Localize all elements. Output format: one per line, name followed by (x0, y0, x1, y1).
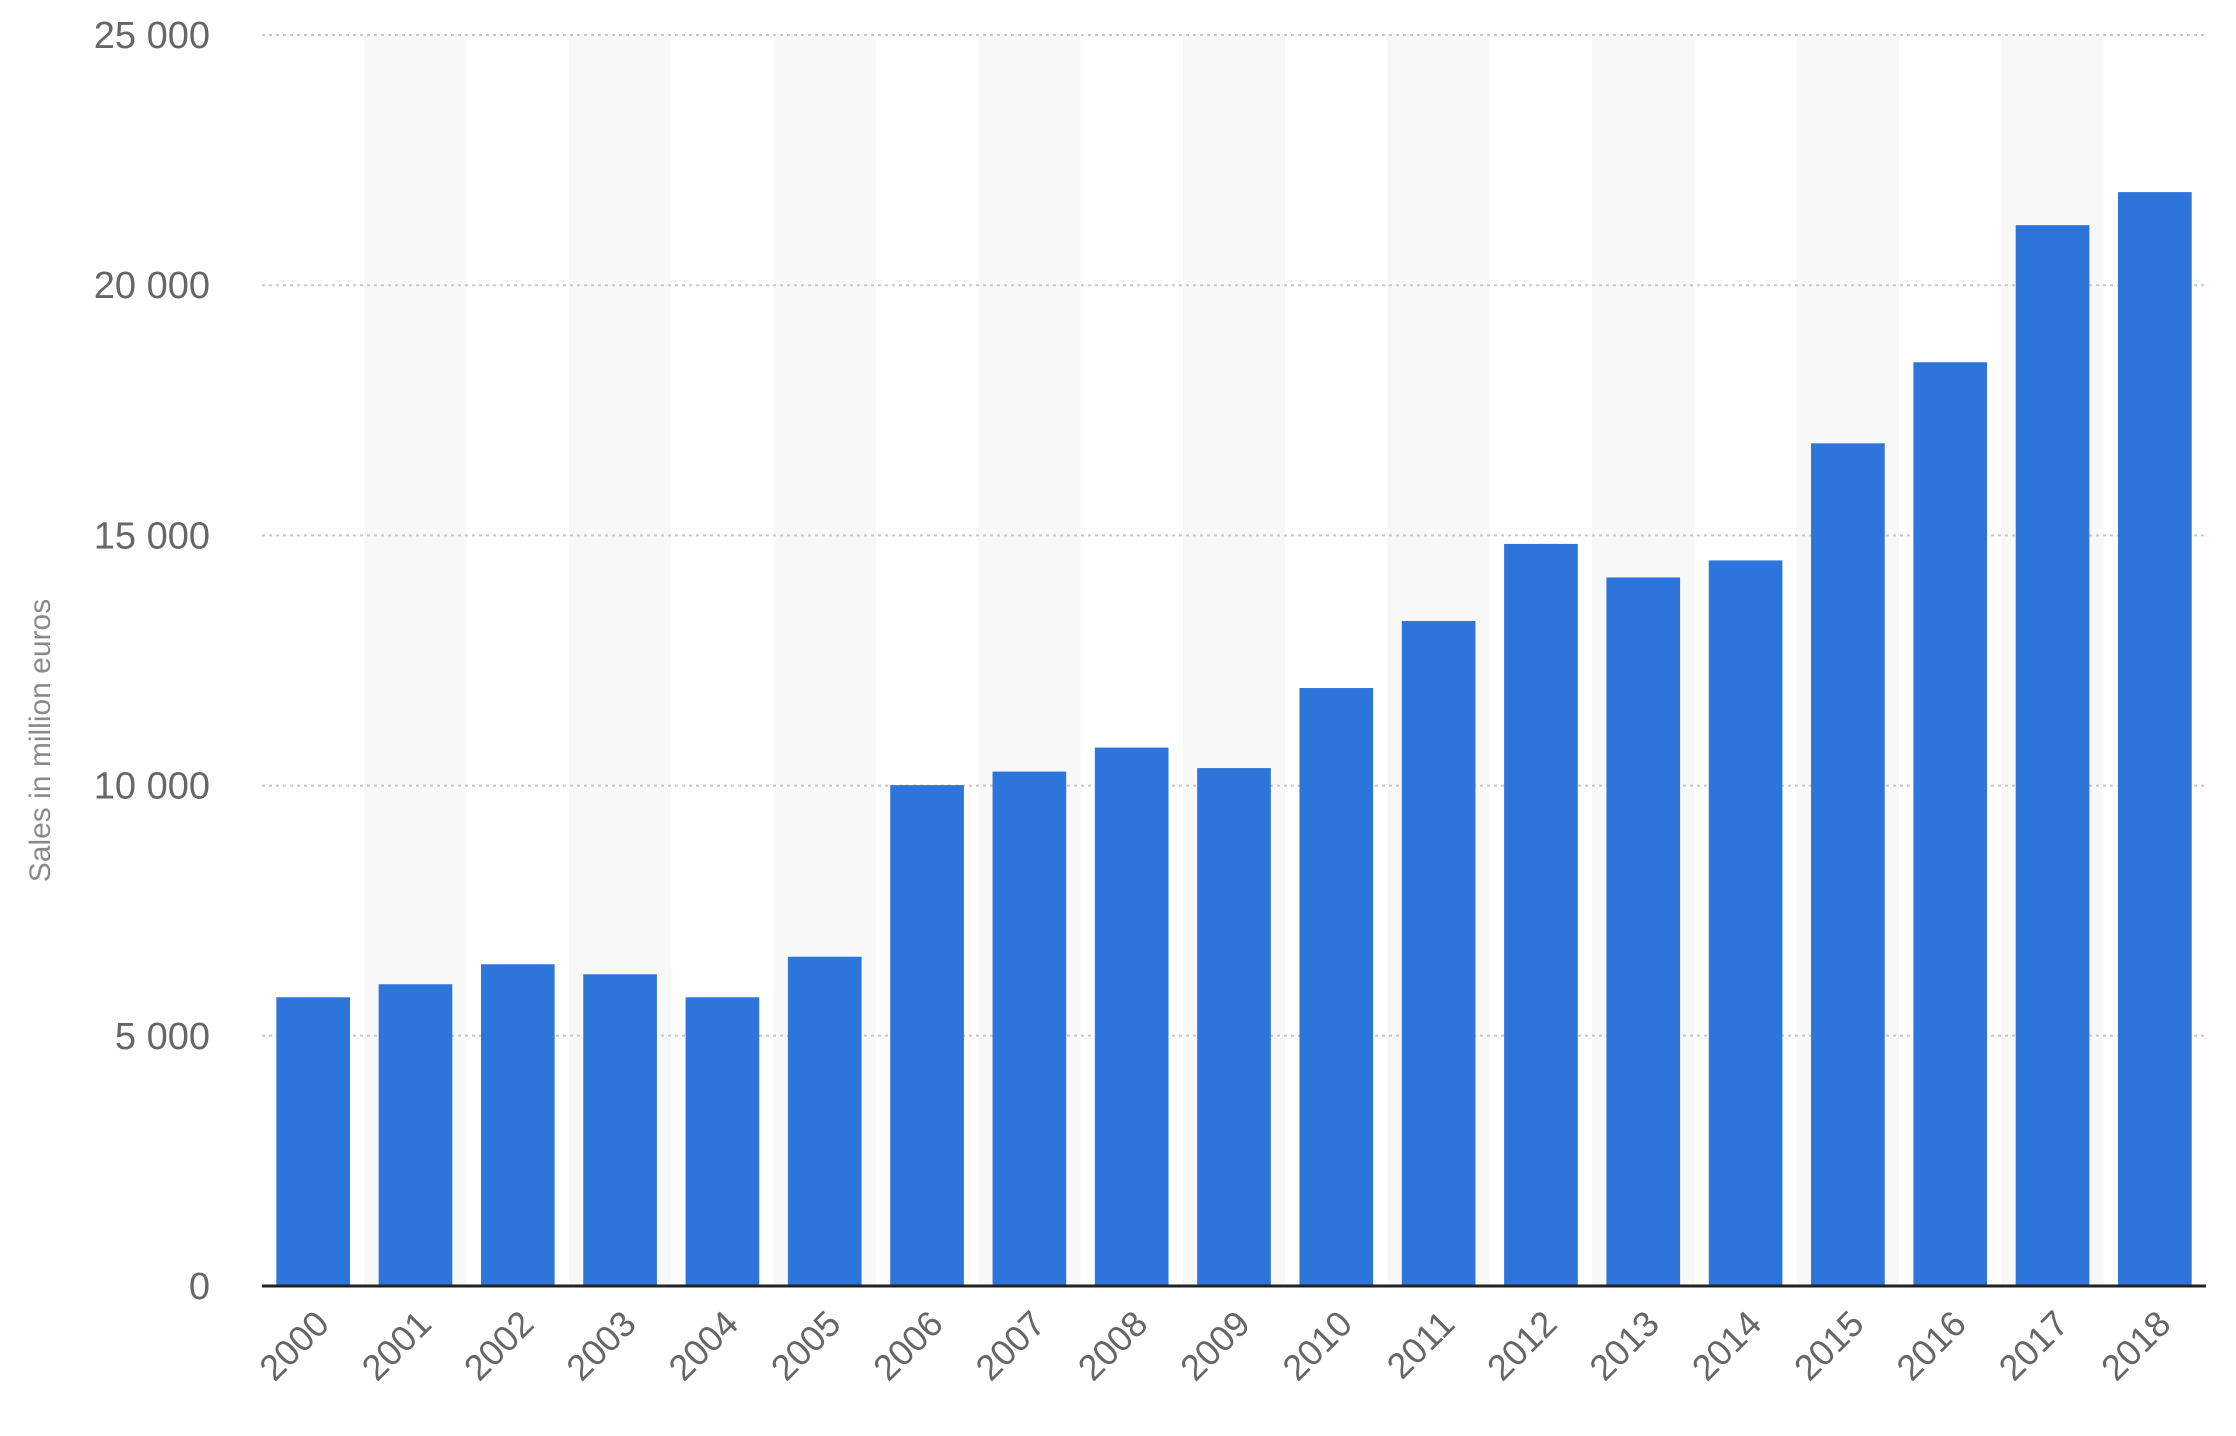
x-tick-label: 2011 (1379, 1303, 1463, 1387)
bar-2014[interactable] (1708, 560, 1783, 1286)
y-tick-label: 25 000 (94, 15, 210, 57)
bar-2017[interactable] (2015, 225, 2090, 1287)
x-tick-label: 2015 (1786, 1303, 1872, 1389)
bar-2000[interactable] (276, 997, 350, 1286)
bar-2018[interactable] (2118, 192, 2192, 1286)
x-tick-label: 2010 (1274, 1303, 1360, 1389)
bars (276, 192, 2192, 1287)
x-tick-label: 2006 (865, 1303, 951, 1389)
bar-2010[interactable] (1299, 688, 1374, 1286)
x-tick-label: 2007 (967, 1303, 1053, 1389)
bar-2006[interactable] (890, 785, 964, 1286)
x-tick-label: 2012 (1479, 1303, 1565, 1389)
bar-2002[interactable] (480, 964, 555, 1286)
x-tick-label: 2002 (456, 1303, 542, 1389)
x-tick-label: 2014 (1684, 1303, 1770, 1389)
x-tick-label: 2003 (558, 1303, 644, 1389)
bar-2015[interactable] (1811, 443, 1885, 1286)
y-tick-labels: 0 5 000 10 000 15 000 20 000 25 000 (94, 15, 210, 1308)
bar-2004[interactable] (685, 997, 760, 1286)
bar-2007[interactable] (992, 771, 1067, 1286)
x-tick-label: 2000 (251, 1303, 337, 1389)
x-tick-label: 2013 (1581, 1303, 1667, 1389)
bar-2001[interactable] (378, 984, 453, 1286)
bar-2013[interactable] (1606, 577, 1681, 1286)
x-tick-label: 2005 (763, 1303, 849, 1389)
x-tick-label: 2016 (1888, 1303, 1974, 1389)
x-tick-label: 2009 (1172, 1303, 1258, 1389)
y-axis-label: Sales in million euros (24, 599, 57, 882)
y-tick-label: 20 000 (94, 265, 210, 307)
bar-2011[interactable] (1401, 620, 1476, 1286)
x-tick-label: 2008 (1070, 1303, 1156, 1389)
bar-2016[interactable] (1913, 362, 1988, 1286)
y-tick-label: 15 000 (94, 515, 210, 557)
bar-2003[interactable] (583, 974, 657, 1286)
bar-2009[interactable] (1197, 768, 1271, 1286)
y-tick-label: 0 (189, 1266, 210, 1308)
x-tick-label: 2001 (354, 1303, 440, 1389)
bar-2012[interactable] (1504, 543, 1578, 1286)
bar-2005[interactable] (787, 956, 862, 1286)
y-tick-label: 10 000 (94, 766, 210, 808)
x-tick-label: 2018 (2093, 1303, 2179, 1389)
x-tick-label: 2004 (660, 1303, 746, 1389)
x-tick-labels: 2000 2001 2002 2003 2004 2005 2006 2007 2008 2009… (251, 1303, 2178, 1389)
x-tick-label: 2017 (1991, 1303, 2077, 1389)
bar-2008[interactable] (1094, 747, 1169, 1286)
y-tick-label: 5 000 (115, 1016, 210, 1058)
